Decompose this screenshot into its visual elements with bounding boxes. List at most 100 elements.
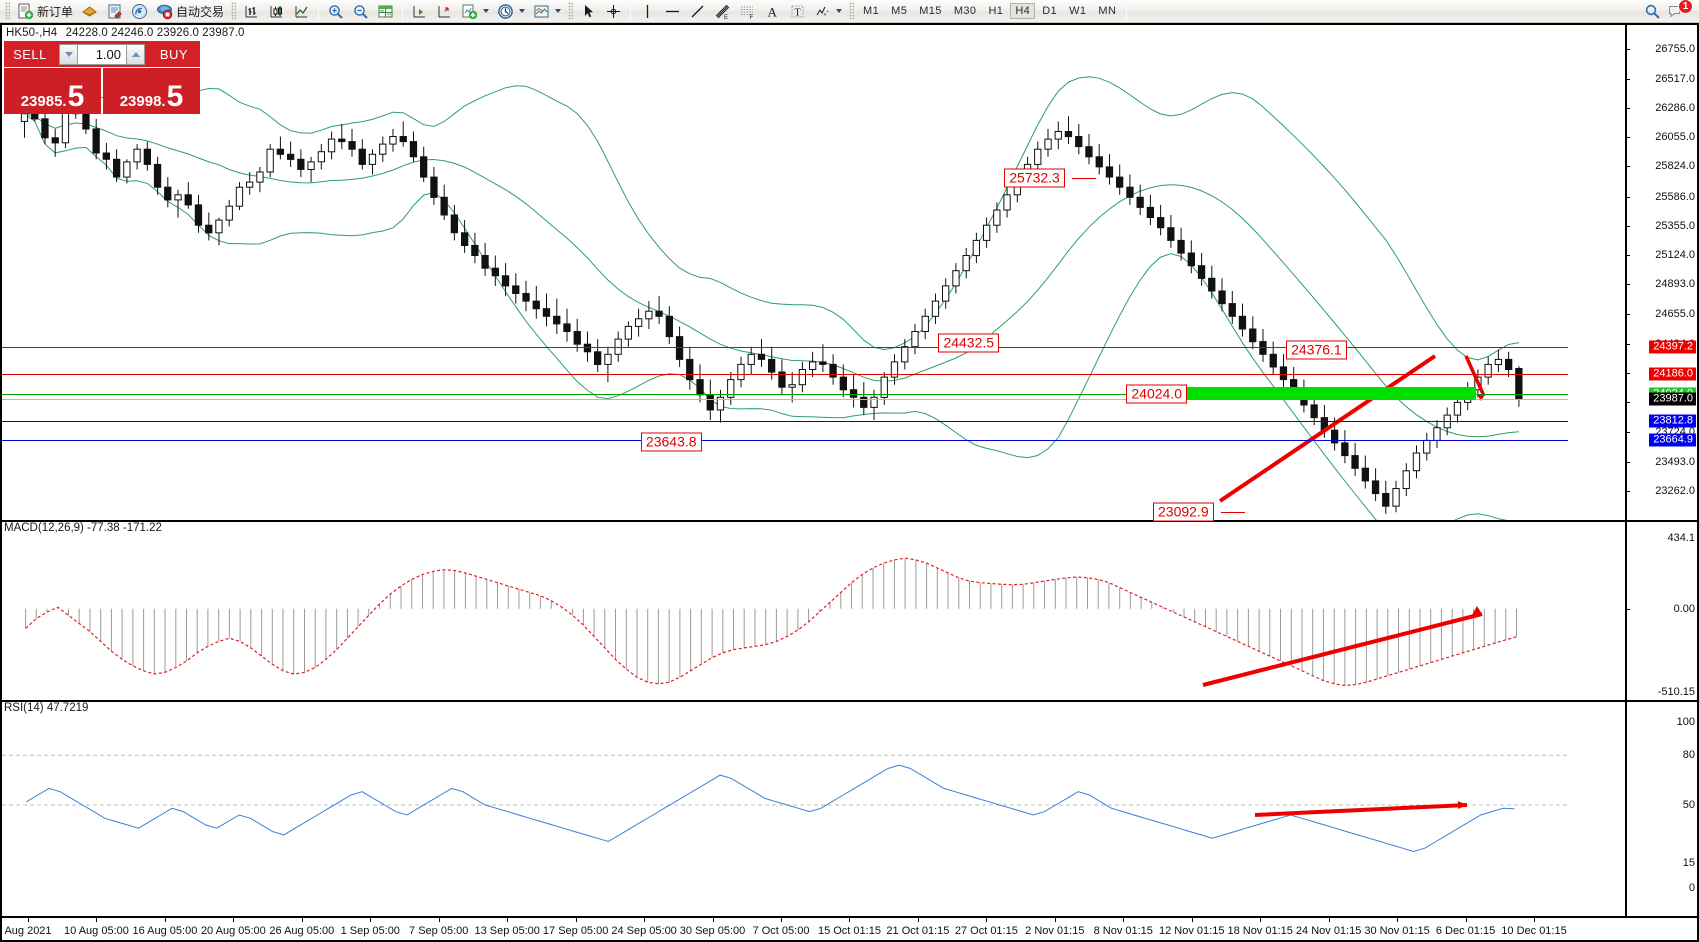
price-chart-plot[interactable] <box>2 34 1568 520</box>
time-tick-label: 13 Sep 05:00 <box>474 925 540 937</box>
text-button[interactable]: A <box>760 1 785 22</box>
metaeditor-button[interactable] <box>102 1 127 22</box>
resistance-line-24397[interactable] <box>2 347 1568 349</box>
new-order-button[interactable]: 新订单 <box>13 1 77 22</box>
rsi-tick-label: 50 <box>1682 799 1695 811</box>
caret-up-icon <box>131 51 140 57</box>
volume-input[interactable]: 1.00 <box>78 43 126 65</box>
periods-button[interactable] <box>493 1 529 22</box>
auto-trading-button[interactable]: 自动交易 <box>152 1 228 22</box>
shapes-button[interactable] <box>810 1 846 22</box>
bar-chart-button[interactable] <box>239 1 264 22</box>
time-tick-label: 27 Oct 01:15 <box>954 925 1018 937</box>
knowledge-base-button[interactable] <box>77 1 102 22</box>
rsi-plot[interactable] <box>2 702 1568 916</box>
toolbar-divider-2 <box>402 2 404 20</box>
timeframe-button-h4[interactable]: H4 <box>1010 3 1036 19</box>
sell-price-display[interactable]: 23985 . 5 <box>4 68 101 114</box>
support-line-24024[interactable] <box>2 394 1568 396</box>
support-line-23813[interactable] <box>2 421 1568 423</box>
price-annotation-24432-5[interactable]: 24432.5 <box>938 333 1000 353</box>
chart-shift-button[interactable] <box>432 1 457 22</box>
volume-stepper[interactable]: 1.00 <box>56 41 148 67</box>
toolbar-grip-3[interactable] <box>568 2 574 20</box>
timeframe-button-w1[interactable]: W1 <box>1069 5 1087 17</box>
timeframe-button-m15[interactable]: M15 <box>919 5 942 17</box>
fibonacci-button[interactable]: F <box>735 1 760 22</box>
price-axis[interactable]: 26755.0 26517.0 26286.0 26055.0 25824.0 25586… <box>1625 25 1697 520</box>
buy-button[interactable]: BUY <box>148 41 200 67</box>
crosshair-button[interactable] <box>601 1 626 22</box>
price-tick-label: 25586.0 <box>1655 190 1695 203</box>
price-tag-red[interactable]: 24397.2 <box>1649 340 1696 354</box>
auto-scroll-button[interactable] <box>407 1 432 22</box>
demand-zone-highlight[interactable] <box>1168 387 1476 401</box>
volume-increase-button[interactable] <box>126 43 145 65</box>
chevron-down-icon-4[interactable] <box>836 9 843 13</box>
chart-symbol-label: HK50-,H4 <box>6 27 58 39</box>
price-tag-red[interactable]: 24186.0 <box>1649 367 1696 381</box>
candlestick-chart-button[interactable] <box>264 1 289 22</box>
text-label-button[interactable]: T <box>785 1 810 22</box>
search-button[interactable] <box>1640 1 1665 22</box>
timeframe-button-mn[interactable]: MN <box>1098 5 1117 17</box>
price-annotation-25732-3[interactable]: 25732.3 <box>1004 168 1065 188</box>
support-line-23665[interactable] <box>2 439 1568 441</box>
notification-button[interactable]: 1 <box>1665 0 1693 21</box>
toolbar-grip-4[interactable] <box>849 2 855 20</box>
timeframe-button-m30[interactable]: M30 <box>953 5 977 17</box>
line-chart-button[interactable] <box>289 1 314 22</box>
price-annotation-24024-0[interactable]: 24024.0 <box>1126 384 1187 404</box>
toolbar-grip-2[interactable] <box>231 2 237 20</box>
cursor-button[interactable] <box>576 1 601 22</box>
volume-decrease-button[interactable] <box>59 43 78 65</box>
time-tick-mark <box>96 918 98 922</box>
trendline-button[interactable] <box>685 1 710 22</box>
signals-icon <box>131 3 148 20</box>
chevron-down-icon-2[interactable] <box>519 9 526 13</box>
zoom-out-button[interactable] <box>348 1 373 22</box>
timeframe-button-m1[interactable]: M1 <box>863 5 880 17</box>
resistance-line-24186[interactable] <box>2 373 1568 375</box>
macd-indicator-label: MACD(12,26,9) -77.38 -171.22 <box>4 522 162 534</box>
add-indicator-button[interactable] <box>457 1 493 22</box>
time-tick-label: 24 Nov 01:15 <box>1295 925 1362 937</box>
vertical-line-button[interactable] <box>635 1 660 22</box>
one-click-trading-panel[interactable]: SELL 1.00 BUY 23985 . <box>4 41 200 114</box>
time-tick-label: 20 Aug 05:00 <box>200 925 266 937</box>
horizontal-line-button[interactable] <box>660 1 685 22</box>
buy-price-display[interactable]: 23998 . 5 <box>103 68 200 114</box>
macd-plot[interactable] <box>2 522 1568 698</box>
current-price-line[interactable] <box>2 398 1568 400</box>
toolbar-grip[interactable] <box>5 2 10 20</box>
rsi-tick-label: 15 <box>1682 857 1695 870</box>
sell-button[interactable]: SELL <box>4 41 56 67</box>
time-tick-mark <box>164 918 166 922</box>
chart-canvas-area[interactable]: HK50-,H4 24228.0 24246.0 23926.0 23987.0… <box>2 25 1697 940</box>
time-tick-label: 21 Oct 01:15 <box>886 925 950 937</box>
data-window-button[interactable] <box>373 1 398 22</box>
timeframe-button-h1[interactable]: H1 <box>988 5 1004 17</box>
price-annotation-23643-8[interactable]: 23643.8 <box>640 432 702 452</box>
chevron-down-icon-3[interactable] <box>555 9 562 13</box>
price-tick-mark <box>1626 78 1630 80</box>
timeframe-button-d1[interactable]: D1 <box>1042 5 1058 17</box>
price-annotation-24376-1[interactable]: 24376.1 <box>1286 340 1347 360</box>
price-tick-label: 24893.0 <box>1655 278 1695 291</box>
time-tick-mark <box>507 918 509 922</box>
price-tag-black[interactable]: 23987.0 <box>1649 392 1696 406</box>
price-annotation-23092-9[interactable]: 23092.9 <box>1153 502 1214 522</box>
new-order-label: 新订单 <box>37 4 74 19</box>
signals-button[interactable] <box>127 1 152 22</box>
zoom-in-button[interactable] <box>323 1 348 22</box>
timeframe-button-m5[interactable]: M5 <box>891 5 908 17</box>
channel-button[interactable]: E <box>710 1 735 22</box>
time-tick-mark <box>370 918 372 922</box>
price-tag-blue[interactable]: 23812.8 <box>1649 414 1696 428</box>
price-tag-blue[interactable]: 23664.9 <box>1649 433 1696 447</box>
templates-button[interactable] <box>529 1 565 22</box>
price-tick-mark <box>1626 255 1630 257</box>
time-axis[interactable]: Aug 2021 10 Aug 05:00 16 Aug 05:00 20 Aug 0… <box>2 916 1697 940</box>
chevron-down-icon[interactable] <box>483 9 490 13</box>
chart-window[interactable]: HK50-,H4 24228.0 24246.0 23926.0 23987.0… <box>0 23 1699 942</box>
